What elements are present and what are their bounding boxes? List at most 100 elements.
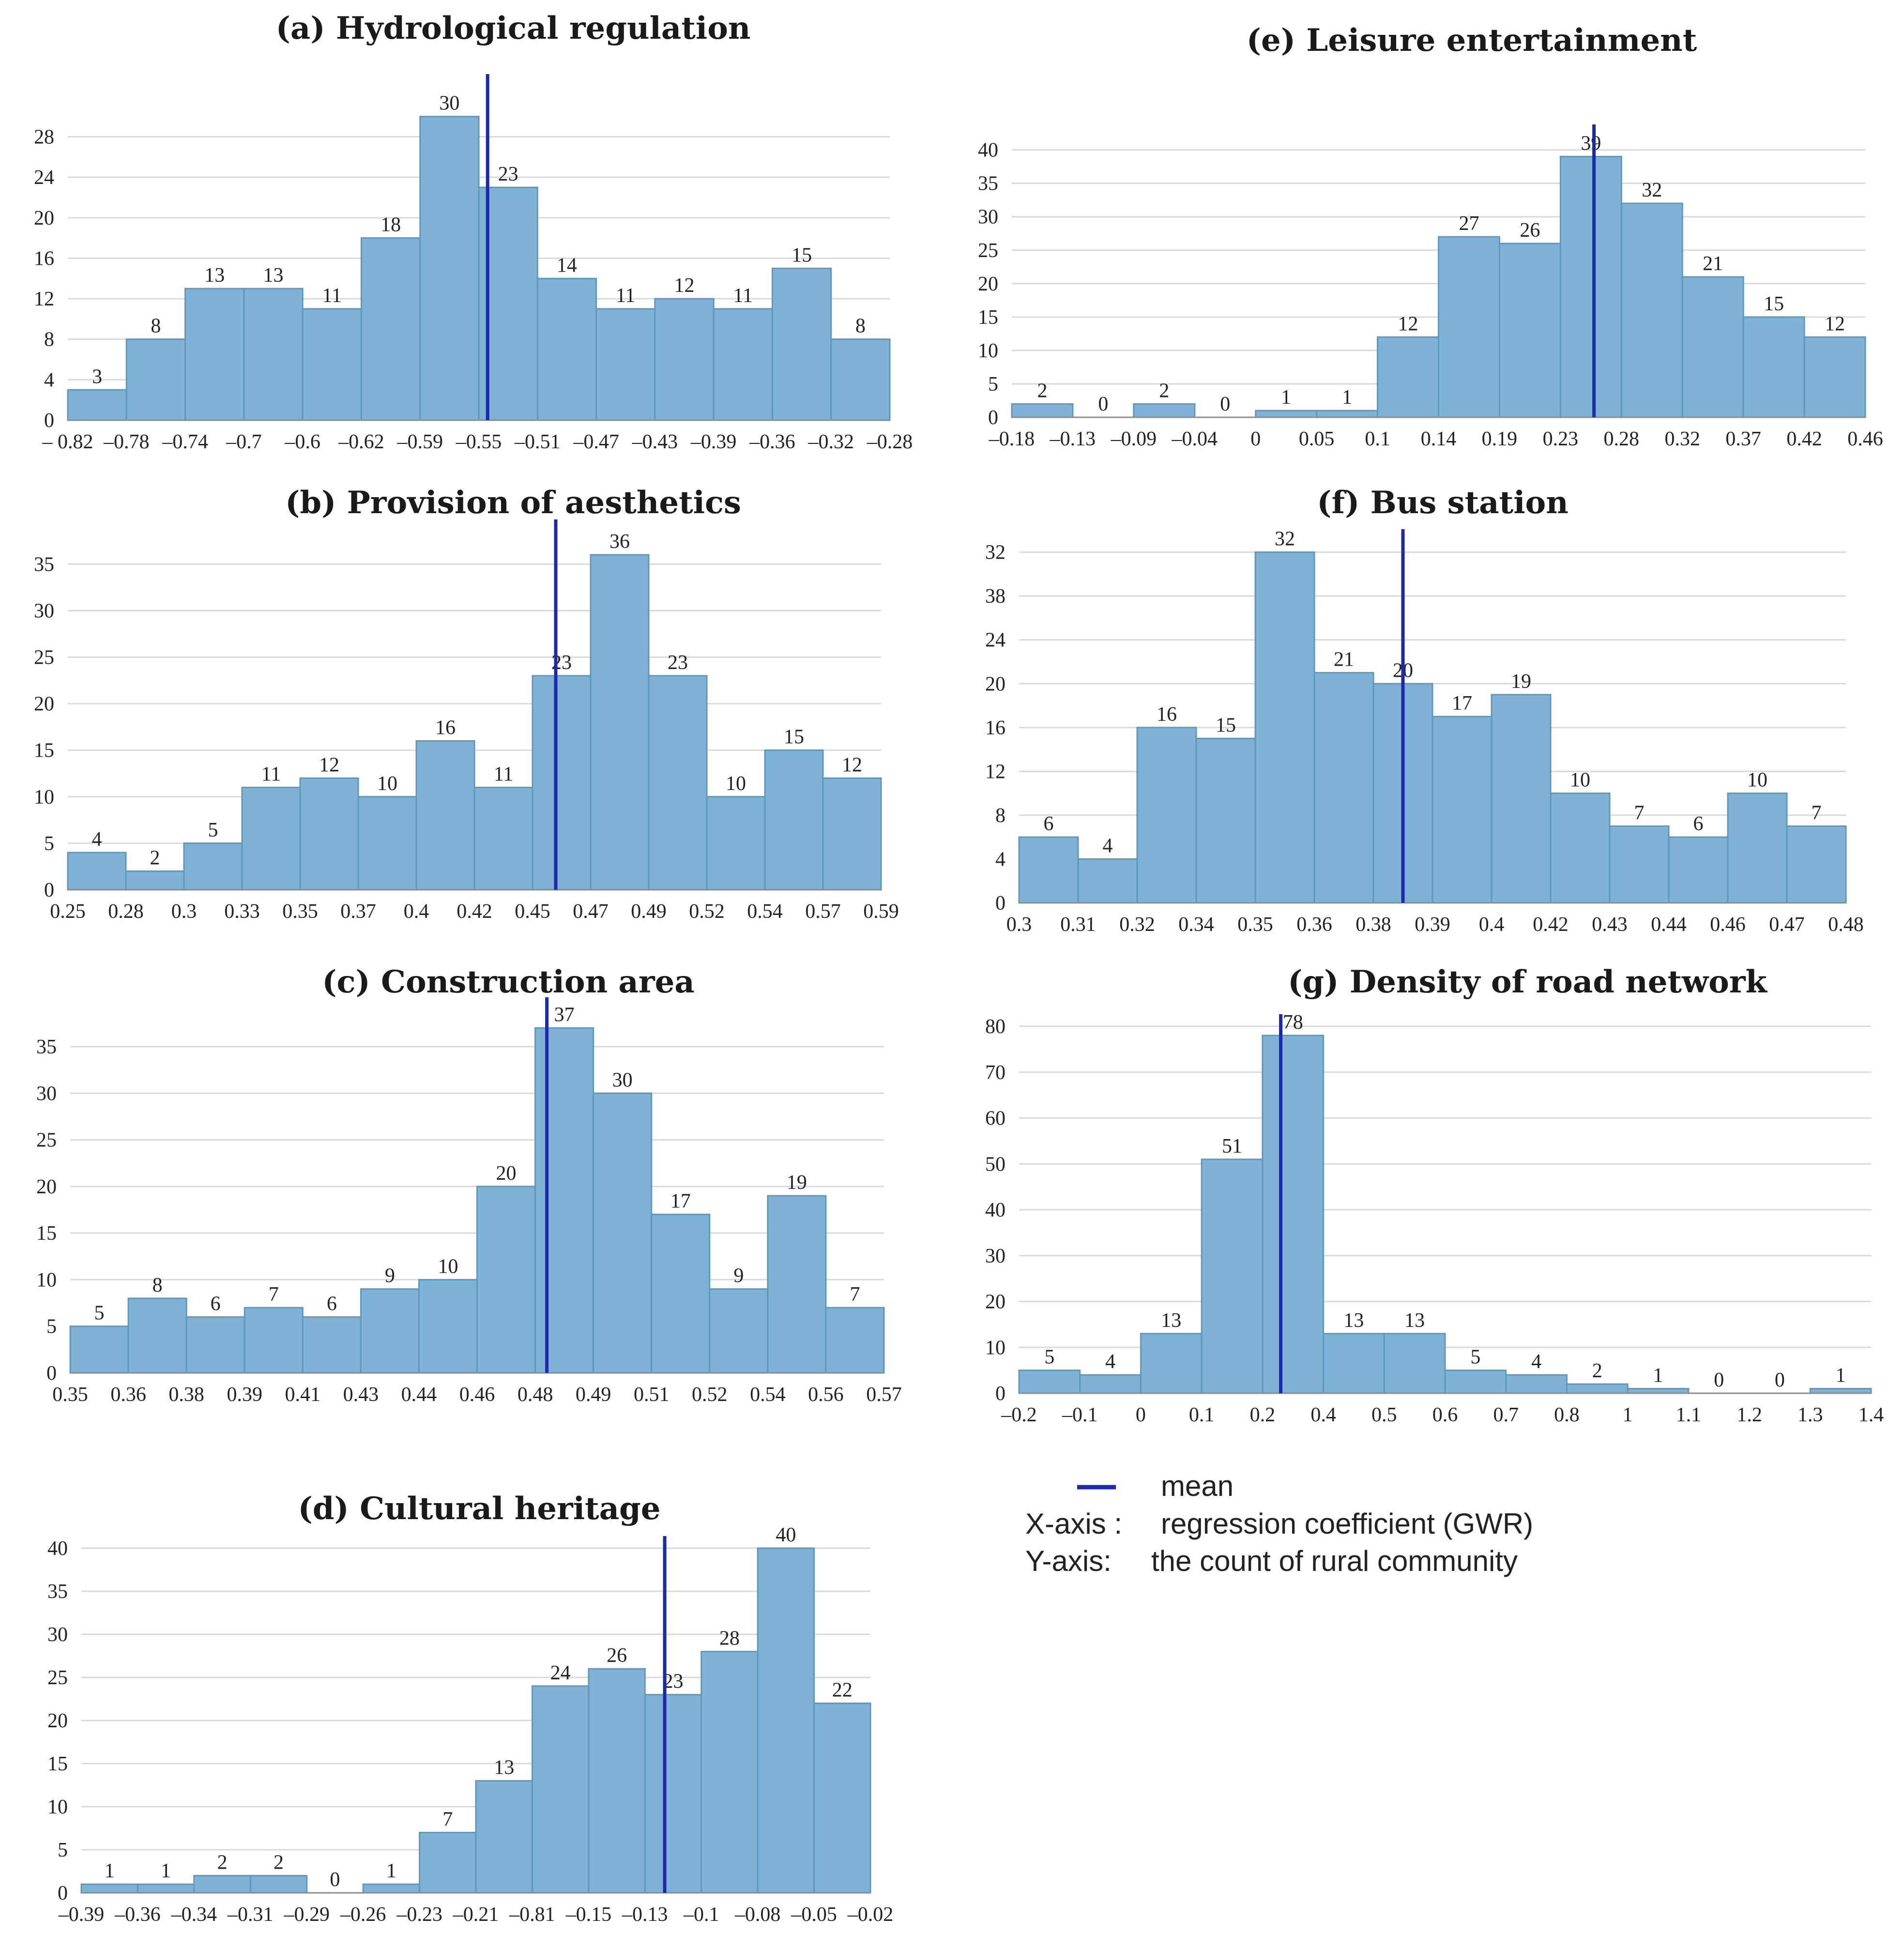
data-label: 2 (1037, 380, 1047, 402)
x-tick-label: 0.4 (404, 900, 429, 923)
chart-panel-e: (e) Leisure entertainment051015202530354… (978, 22, 1883, 450)
data-label: 15 (784, 726, 804, 748)
chart-title: (b) Provision of aesthetics (285, 485, 741, 521)
data-label: 7 (442, 1808, 453, 1830)
data-label: 28 (719, 1628, 740, 1650)
histogram-bar (125, 338, 186, 421)
histogram-bar (654, 298, 715, 421)
x-tick-label: 0.47 (1769, 914, 1805, 936)
x-tick-label: –0.1 (1062, 1404, 1098, 1426)
data-label: 24 (550, 1662, 571, 1684)
data-label: 32 (1642, 179, 1662, 201)
chart-panel-g: (g) Density of road network0102030405060… (985, 964, 1884, 1426)
x-tick-label: 1.1 (1676, 1404, 1702, 1426)
data-label: 1 (1653, 1365, 1663, 1387)
legend-y-axis-desc: the count of rural community (1151, 1545, 1518, 1577)
x-tick-label: –0.13 (1050, 428, 1096, 450)
y-tick-label: 15 (34, 740, 54, 762)
data-label: 4 (1531, 1351, 1541, 1373)
x-tick-label: 0.49 (576, 1384, 611, 1406)
data-label: 8 (151, 315, 161, 337)
histogram-bar (1786, 825, 1847, 904)
chart-title: (f) Bus station (1317, 485, 1568, 521)
legend-x-axis-desc: regression coefficient (GWR) (1161, 1507, 1533, 1540)
x-tick-label: –0.39 (58, 1903, 105, 1926)
histogram-bar (67, 852, 127, 891)
data-label: 4 (1103, 835, 1113, 857)
data-label: 17 (670, 1190, 691, 1213)
x-tick-label: 0.42 (1786, 428, 1822, 450)
y-tick-label: 8 (44, 329, 54, 351)
data-label: 5 (1470, 1346, 1480, 1369)
data-label: 9 (385, 1265, 395, 1287)
data-label: 0 (1220, 393, 1230, 415)
y-tick-label: 0 (988, 407, 998, 429)
data-label: 10 (1570, 769, 1590, 792)
histogram-bar (1620, 202, 1683, 418)
y-tick-label: 5 (58, 1839, 68, 1861)
y-tick-label: 20 (978, 273, 998, 295)
data-label: 26 (1520, 219, 1540, 242)
x-tick-label: –0.26 (340, 1903, 386, 1926)
histogram-bar (813, 1702, 871, 1894)
x-tick-label: –0.55 (456, 431, 502, 453)
x-tick-label: 1.2 (1736, 1404, 1762, 1426)
x-tick-label: 0.57 (866, 1384, 902, 1406)
data-label: 36 (609, 531, 630, 553)
histogram-bar (1255, 410, 1318, 418)
histogram-bar (184, 288, 245, 421)
y-tick-label: 30 (34, 600, 54, 622)
histogram-bar (1323, 1333, 1385, 1394)
histogram-bar (415, 740, 475, 891)
histogram-bar (701, 1651, 759, 1894)
data-label: 1 (105, 1860, 115, 1882)
histogram-bar (536, 277, 597, 421)
histogram-bar (302, 308, 362, 421)
histogram-bar (767, 1195, 827, 1374)
y-tick-label: 20 (47, 1710, 68, 1732)
chart-title: (c) Construction area (322, 964, 695, 1000)
y-tick-label: 30 (36, 1082, 57, 1105)
y-tick-label: 10 (978, 340, 998, 362)
histogram-bar (830, 338, 891, 421)
x-tick-label: – 0.82 (42, 431, 93, 453)
x-tick-label: 0.37 (340, 900, 376, 923)
data-label: 6 (1044, 813, 1054, 835)
y-tick-label: 0 (46, 1362, 57, 1385)
histogram-bar (80, 1883, 138, 1894)
x-tick-label: –0.39 (690, 431, 737, 453)
data-label: 13 (1161, 1309, 1181, 1332)
data-label: 12 (842, 754, 862, 776)
x-tick-label: –0.6 (284, 431, 320, 453)
y-tick-label: 50 (985, 1153, 1005, 1175)
x-tick-label: –0.36 (114, 1903, 161, 1926)
histogram-bar (1262, 1035, 1325, 1394)
x-tick-label: 0.52 (692, 1384, 728, 1406)
y-tick-label: 25 (978, 240, 998, 262)
y-tick-label: 10 (36, 1269, 57, 1291)
y-tick-label: 0 (995, 892, 1005, 914)
data-label: 39 (1581, 132, 1601, 154)
x-tick-label: 0.38 (1356, 914, 1391, 936)
histogram-bar (1140, 1333, 1203, 1394)
histogram-bar (1254, 551, 1315, 904)
data-label: 21 (1703, 253, 1723, 275)
data-label: 10 (1747, 769, 1767, 792)
histogram-bar (595, 308, 656, 421)
data-label: 11 (322, 285, 342, 307)
histogram-bar (1444, 1370, 1507, 1394)
x-tick-label: 0.28 (108, 900, 144, 923)
histogram-bar (757, 1547, 815, 1894)
x-tick-label: –0.2 (1001, 1404, 1037, 1426)
x-tick-label: 1 (1623, 1404, 1633, 1426)
x-tick-label: 0.32 (1119, 914, 1155, 936)
x-tick-label: 0.19 (1482, 428, 1518, 450)
y-tick-label: 40 (985, 1199, 1005, 1221)
x-tick-label: 0.46 (459, 1384, 495, 1406)
histogram-bar (183, 842, 243, 891)
x-tick-label: 0.46 (1847, 428, 1883, 450)
chart-title: (g) Density of road network (1288, 964, 1767, 1000)
data-label: 14 (557, 254, 577, 276)
data-label: 23 (668, 652, 688, 674)
